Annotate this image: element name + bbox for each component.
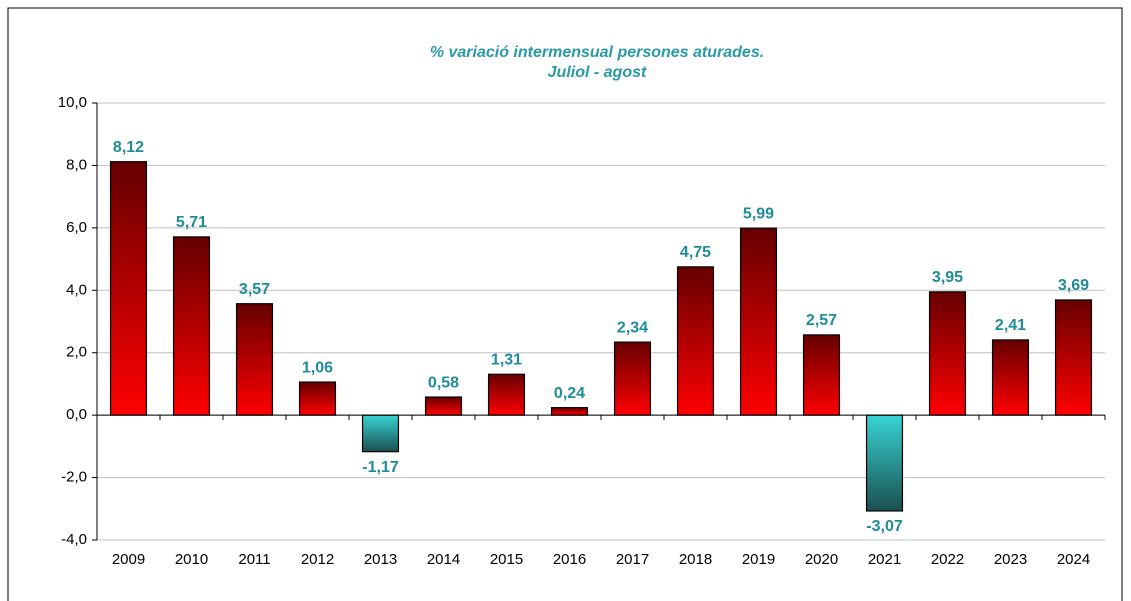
x-tick-label: 2017 xyxy=(616,551,649,568)
y-tick-label: 4,0 xyxy=(66,281,87,298)
x-tick-label: 2021 xyxy=(868,551,901,568)
y-tick-label: 8,0 xyxy=(66,156,87,173)
bar xyxy=(424,396,463,416)
y-tick-label: 6,0 xyxy=(66,219,87,236)
x-tick-label: 2016 xyxy=(553,551,586,568)
x-tick-label: 2012 xyxy=(301,551,334,568)
x-tick-label: 2014 xyxy=(427,551,460,568)
value-label: -3,07 xyxy=(866,518,903,535)
y-tick-label: -2,0 xyxy=(61,469,87,486)
value-label: -1,17 xyxy=(362,459,399,476)
bar xyxy=(487,373,526,416)
y-tick-label: 0,0 xyxy=(66,406,87,423)
y-tick-label: 10,0 xyxy=(58,94,87,111)
x-tick-label: 2013 xyxy=(364,551,397,568)
x-tick-label: 2009 xyxy=(112,551,145,568)
bar xyxy=(298,381,337,416)
bar xyxy=(676,266,715,416)
y-tick-label: -4,0 xyxy=(61,531,87,548)
bar xyxy=(172,236,211,416)
x-tick-label: 2010 xyxy=(175,551,208,568)
bar xyxy=(802,334,841,416)
value-label: 1,06 xyxy=(302,359,333,376)
chart-title: % variació intermensual persones aturade… xyxy=(430,44,764,61)
value-label: 2,34 xyxy=(617,319,648,336)
x-tick-label: 2019 xyxy=(742,551,775,568)
frame xyxy=(7,7,1123,601)
x-tick-label: 2023 xyxy=(994,551,1027,568)
chart-subtitle: Juliol - agost xyxy=(548,64,647,81)
value-label: 0,58 xyxy=(428,374,459,391)
value-label: 3,57 xyxy=(239,281,270,298)
value-label: 4,75 xyxy=(680,244,711,261)
bar xyxy=(109,161,148,416)
x-tick-label: 2018 xyxy=(679,551,712,568)
value-label: 2,57 xyxy=(806,312,837,329)
value-label: 2,41 xyxy=(995,317,1026,334)
x-tick-label: 2015 xyxy=(490,551,523,568)
value-label: 5,71 xyxy=(176,214,207,231)
x-tick-label: 2022 xyxy=(931,551,964,568)
value-label: 3,95 xyxy=(932,269,963,286)
bar xyxy=(991,339,1030,416)
bar xyxy=(613,341,652,416)
value-label: 8,12 xyxy=(113,139,144,156)
value-label: 1,31 xyxy=(491,351,522,368)
x-tick-label: 2024 xyxy=(1057,551,1090,568)
bar xyxy=(235,303,274,416)
bar xyxy=(361,414,400,453)
bar xyxy=(928,291,967,416)
bar xyxy=(865,414,904,512)
bar xyxy=(550,407,589,416)
value-label: 5,99 xyxy=(743,205,774,222)
value-label: 3,69 xyxy=(1058,277,1089,294)
value-label: 0,24 xyxy=(554,385,585,402)
x-tick-label: 2011 xyxy=(238,551,270,568)
bar xyxy=(1054,299,1093,416)
x-tick-label: 2020 xyxy=(805,551,838,568)
bar xyxy=(739,227,778,416)
y-tick-label: 2,0 xyxy=(66,344,87,361)
